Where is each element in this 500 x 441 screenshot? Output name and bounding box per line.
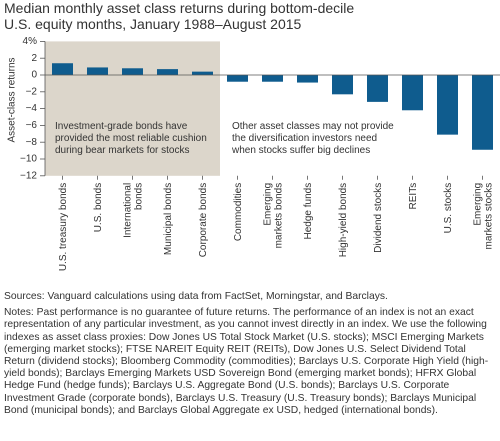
bar [437, 75, 458, 135]
chart: Median monthly asset class returns durin… [4, 0, 500, 271]
bar [402, 75, 423, 111]
y-tick-label: 4% [23, 36, 38, 47]
y-tick-label: −4 [26, 103, 38, 114]
x-tick-label: U.S. treasury bonds [58, 183, 69, 271]
y-tick-label: −2 [26, 86, 38, 97]
bar [122, 68, 143, 75]
x-tick-label: Corporate bonds [198, 183, 209, 257]
bar [332, 75, 353, 95]
sources: Sources: Vanguard calculations using dat… [4, 291, 388, 302]
x-tick-label: Emergingmarkets stocks [473, 183, 495, 250]
x-tick-label: Municipal bonds [163, 183, 174, 255]
x-tick-label: U.S. stocks [443, 183, 454, 234]
bar [157, 69, 178, 75]
y-tick-label: −8 [26, 137, 38, 148]
x-tick-label: Commodities [233, 183, 244, 241]
x-tick-label: Dividend stocks [373, 183, 384, 253]
bar [472, 75, 493, 150]
bar [87, 67, 108, 75]
bar [262, 75, 283, 82]
y-tick-label: 0 [31, 70, 37, 81]
y-tick-label: −6 [26, 120, 38, 131]
y-tick-label: −10 [20, 154, 37, 165]
y-axis-label: Asset-class returns [7, 57, 18, 142]
x-tick-label: Emergingmarkets bonds [263, 183, 285, 249]
notes: Notes: Past performance is no guarantee … [4, 307, 489, 416]
bar [52, 63, 73, 75]
chart-title: Median monthly asset class returns durin… [4, 0, 354, 32]
y-tick-label: −12 [20, 170, 37, 181]
x-tick-label: Internationalbonds [123, 183, 145, 238]
annotation: Investment-grade bonds have provided the … [55, 121, 207, 156]
bar [227, 75, 248, 82]
x-tick-label: U.S. bonds [93, 183, 104, 232]
bar [367, 75, 388, 102]
x-tick-label: Hedge funds [303, 183, 314, 240]
shaded-region [45, 41, 220, 176]
x-tick-label: High-yield bonds [338, 183, 349, 257]
bar [297, 75, 318, 83]
y-tick-label: 2 [31, 53, 37, 64]
bar [192, 71, 213, 75]
x-tick-label: REITs [408, 183, 419, 210]
footnotes: Sources: Vanguard calculations using dat… [4, 291, 498, 421]
annotation: Other asset classes may not provide the d… [231, 121, 394, 156]
